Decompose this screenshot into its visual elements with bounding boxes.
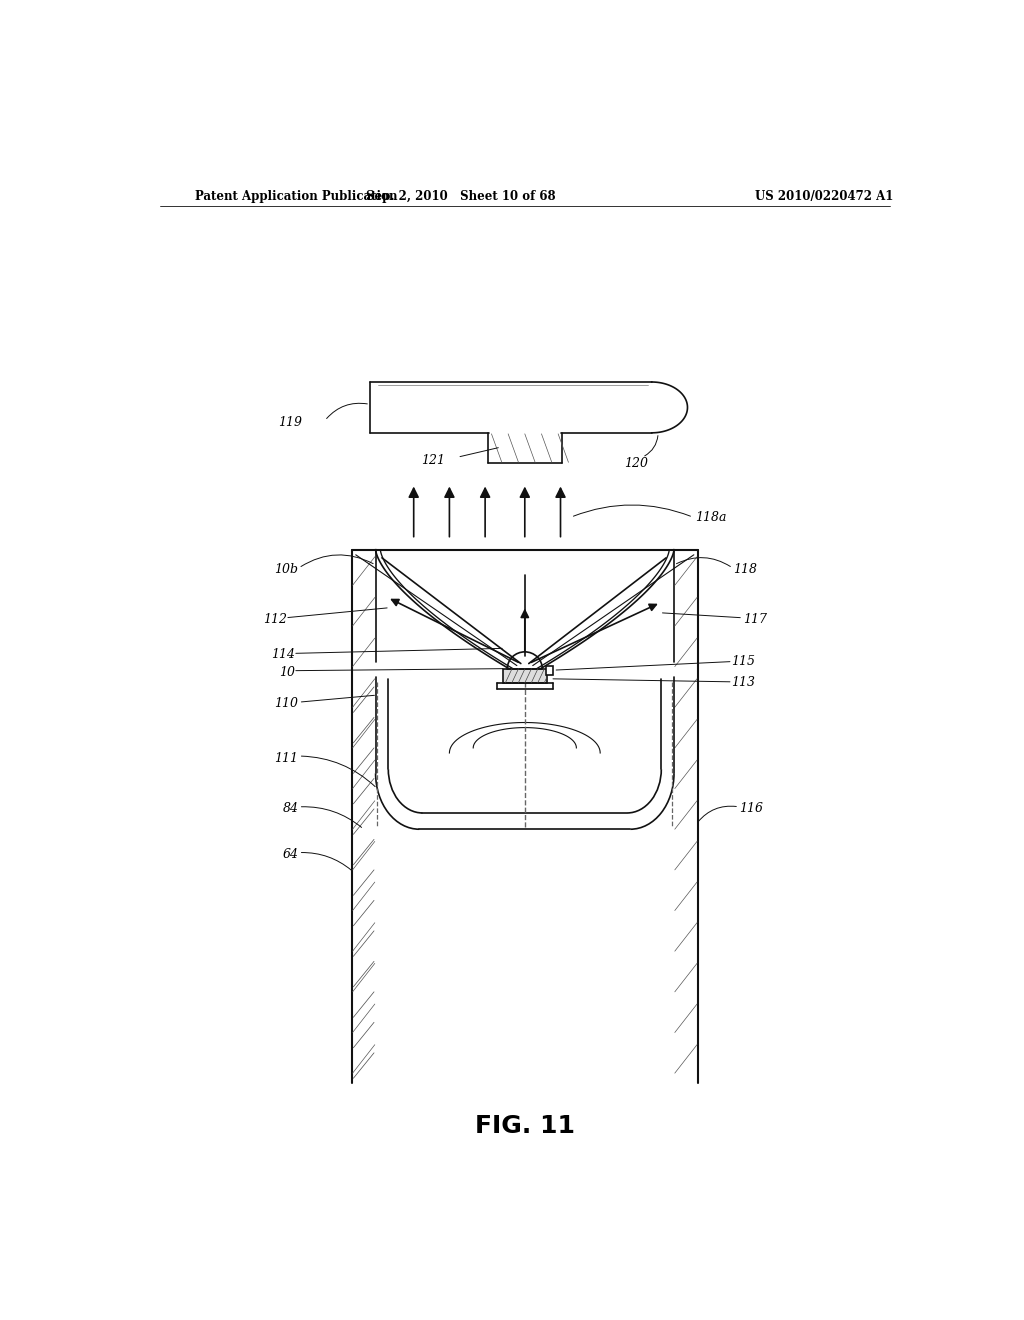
- Text: 113: 113: [731, 676, 755, 689]
- Text: 118: 118: [733, 562, 757, 576]
- Text: 116: 116: [739, 803, 763, 816]
- Text: 10: 10: [279, 667, 295, 680]
- Text: 110: 110: [274, 697, 299, 710]
- Text: 120: 120: [624, 457, 648, 470]
- Bar: [503, 669, 547, 682]
- Text: 111: 111: [274, 751, 299, 764]
- Text: 114: 114: [270, 648, 295, 661]
- Bar: [546, 665, 553, 675]
- Text: 117: 117: [743, 614, 767, 627]
- Text: US 2010/0220472 A1: US 2010/0220472 A1: [755, 190, 893, 202]
- Text: 119: 119: [279, 416, 303, 429]
- Text: 64: 64: [283, 849, 299, 861]
- Text: 118a: 118a: [695, 511, 727, 524]
- Text: FIG. 11: FIG. 11: [475, 1114, 574, 1138]
- Text: 112: 112: [263, 614, 287, 627]
- Text: Patent Application Publication: Patent Application Publication: [196, 190, 398, 202]
- Text: 10b: 10b: [274, 562, 299, 576]
- Text: 115: 115: [731, 655, 755, 668]
- Text: Sep. 2, 2010   Sheet 10 of 68: Sep. 2, 2010 Sheet 10 of 68: [367, 190, 556, 202]
- Text: 121: 121: [422, 454, 445, 467]
- Text: 84: 84: [283, 803, 299, 816]
